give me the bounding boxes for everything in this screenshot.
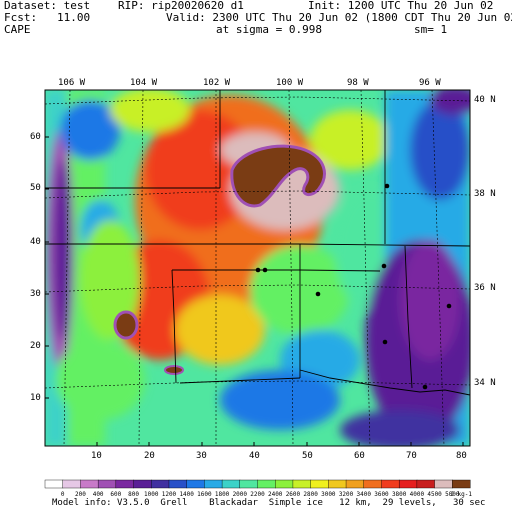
lat-label-40n: 40 N: [474, 95, 496, 105]
model-info-footer: Model info: V3.5.0 Grell Blackadar Simpl…: [52, 498, 486, 508]
y-tick-30: 30: [30, 289, 41, 299]
x-tick-10: 10: [91, 451, 102, 461]
sigma-level-label: at sigma = 0.998: [216, 23, 322, 36]
smoothing-label: sm= 1: [414, 23, 448, 36]
axis-tick-marks: [45, 136, 464, 446]
x-tick-20: 20: [144, 451, 155, 461]
init-label: Init: 1200 UTC Thu 20 Jun 02: [308, 0, 494, 12]
lon-label-104w: 104 W: [130, 78, 158, 88]
lon-label-96w: 96 W: [419, 78, 441, 88]
x-tick-70: 70: [406, 451, 417, 461]
x-tick-60: 60: [354, 451, 365, 461]
y-tick-20: 20: [30, 341, 41, 351]
x-tick-80: 80: [456, 451, 467, 461]
dataset-label: Dataset: test: [4, 0, 91, 12]
lat-label-34n: 34 N: [474, 378, 496, 388]
x-tick-50: 50: [302, 451, 313, 461]
y-tick-40: 40: [30, 237, 41, 247]
lat-label-36n: 36 N: [474, 283, 496, 293]
state-borders: [45, 90, 471, 396]
lon-label-102w: 102 W: [203, 78, 231, 88]
y-tick-50: 50: [30, 183, 41, 193]
lon-label-100w: 100 W: [276, 78, 304, 88]
valid-time-label: Valid: 2300 UTC Thu 20 Jun 02 (1800 CDT …: [166, 11, 512, 24]
x-tick-30: 30: [196, 451, 207, 461]
city-markers: [255, 183, 452, 390]
y-tick-10: 10: [30, 393, 41, 403]
forecast-hour-label: Fcst: 11.00: [4, 11, 91, 24]
rip-label: RIP: rip20020620 d1: [118, 0, 244, 12]
field-name-label: CAPE: [4, 23, 31, 36]
lon-label-98w: 98 W: [347, 78, 369, 88]
y-tick-60: 60: [30, 132, 41, 142]
lat-label-38n: 38 N: [474, 189, 496, 199]
x-tick-40: 40: [249, 451, 260, 461]
lon-label-106w: 106 W: [58, 78, 86, 88]
